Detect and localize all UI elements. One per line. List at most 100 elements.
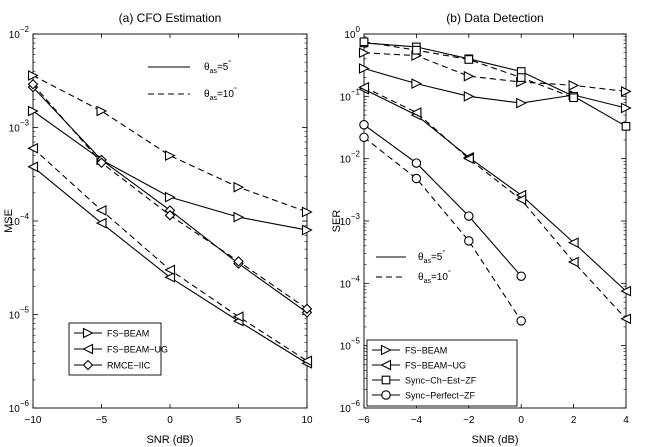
data-point xyxy=(516,73,526,82)
series-line xyxy=(359,132,526,326)
x-tick-label: 0 xyxy=(518,415,524,426)
legend-entry-label: FS−BEAM xyxy=(107,329,149,339)
data-point xyxy=(96,105,108,117)
legend-subscript: as xyxy=(424,258,432,265)
legend-entry-label: FS−BEAM−UG xyxy=(405,361,466,371)
y-tick-label: 10−3 xyxy=(340,212,361,228)
data-point xyxy=(359,120,369,130)
y-tick-label: 10−3 xyxy=(9,119,30,135)
tick-label-base: 10 xyxy=(344,30,356,41)
legend-symbol: θ xyxy=(418,272,424,283)
style-legend-label: θas=5° xyxy=(204,59,231,75)
legend-entry-label: Sync−Ch−Est−ZF xyxy=(405,376,477,386)
data-point xyxy=(411,173,422,184)
data-point xyxy=(27,78,39,90)
data-point xyxy=(27,70,39,81)
data-point xyxy=(621,121,631,131)
data-point xyxy=(568,79,580,91)
series-path xyxy=(363,136,522,322)
data-point xyxy=(516,97,527,109)
tick-label-base: 10 xyxy=(340,342,352,353)
legend-marker xyxy=(82,343,94,355)
legend-entry-label: FS−BEAM−UG xyxy=(107,345,168,355)
data-point xyxy=(569,93,578,103)
tick-label-exponent: −4 xyxy=(351,274,361,283)
data-point xyxy=(301,206,313,218)
x-tick-label: −5 xyxy=(96,415,108,426)
legend-subscript: as xyxy=(210,95,218,102)
data-point xyxy=(412,45,421,55)
legend-value: =10 xyxy=(217,89,234,100)
y-tick-label: 10−6 xyxy=(9,399,30,415)
data-point xyxy=(164,210,176,221)
data-point xyxy=(620,285,632,297)
data-point xyxy=(411,78,423,89)
legend-entry-label: RMCE−IIC xyxy=(107,361,151,371)
y-tick-label: 10−5 xyxy=(340,337,361,353)
tick-label-exponent: −2 xyxy=(351,150,361,159)
legend-value: =10 xyxy=(431,272,448,283)
data-point xyxy=(27,105,39,117)
legend-degree: ° xyxy=(234,86,237,94)
data-point xyxy=(410,107,422,118)
data-point xyxy=(164,264,176,276)
tick-label-exponent: −5 xyxy=(20,306,30,315)
tick-label-base: 10 xyxy=(340,279,352,290)
tick-label-exponent: −2 xyxy=(20,25,30,34)
legend-value: =5 xyxy=(217,62,229,73)
series-path xyxy=(363,124,522,277)
data-point xyxy=(516,316,526,326)
y-tick-label: 10−6 xyxy=(340,399,361,415)
data-point xyxy=(96,157,107,169)
legend-marker xyxy=(380,344,392,356)
series-path xyxy=(363,86,627,320)
data-point xyxy=(464,55,474,64)
y-tick-label: 10−2 xyxy=(340,150,361,166)
tick-label-base: 10 xyxy=(340,155,352,166)
data-point xyxy=(358,81,370,93)
series-path xyxy=(363,42,627,127)
tick-label-exponent: −1 xyxy=(351,87,361,96)
data-point xyxy=(620,102,632,114)
series-line xyxy=(27,142,313,367)
legend-marker xyxy=(381,375,391,385)
legend-marker xyxy=(381,390,391,400)
data-point xyxy=(464,236,474,246)
y-tick-label: 10−1 xyxy=(340,87,361,103)
legend-marker xyxy=(380,359,392,371)
data-point xyxy=(620,86,632,97)
tick-label-base: 10 xyxy=(340,92,352,103)
data-point xyxy=(164,271,176,283)
tick-label-exponent: −4 xyxy=(20,212,30,221)
data-point xyxy=(27,161,39,173)
data-point xyxy=(463,153,474,165)
x-tick-label: 10 xyxy=(301,415,313,426)
legend-symbol: θ xyxy=(204,89,210,100)
x-axis-label: SNR (dB) xyxy=(471,434,518,446)
x-tick-label: 5 xyxy=(236,415,242,426)
data-point xyxy=(232,311,244,322)
y-tick-label: 10−4 xyxy=(340,274,361,290)
legend-degree: ° xyxy=(228,59,231,67)
series-line xyxy=(358,81,632,325)
legend-symbol: θ xyxy=(204,62,210,73)
tick-label-base: 10 xyxy=(340,217,352,228)
series-path xyxy=(32,75,308,213)
series-line xyxy=(358,47,632,97)
data-point xyxy=(233,256,244,267)
style-legend-label: θas=10° xyxy=(204,86,237,102)
legend-entry-label: Sync−Perfect−ZF xyxy=(405,391,476,401)
legend-subscript: as xyxy=(210,68,218,75)
tick-label-base: 10 xyxy=(9,217,21,228)
data-point xyxy=(620,313,632,325)
y-tick-label: 10−4 xyxy=(9,212,30,228)
x-tick-label: 4 xyxy=(623,415,629,426)
series-line xyxy=(359,37,578,103)
data-point xyxy=(301,355,313,367)
legend-symbol: θ xyxy=(418,252,424,263)
legend-value: =5 xyxy=(431,252,443,263)
data-point xyxy=(358,47,370,59)
legend-subscript: as xyxy=(424,278,432,285)
